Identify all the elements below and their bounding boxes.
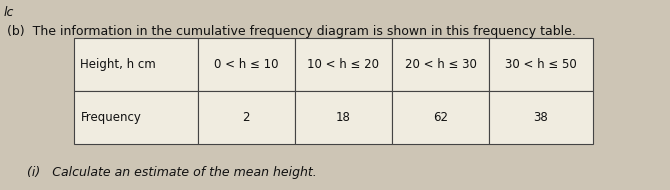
Text: (b)  The information in the cumulative frequency diagram is shown in this freque: (b) The information in the cumulative fr… (7, 25, 576, 38)
Text: 0 < h ≤ 10: 0 < h ≤ 10 (214, 58, 279, 71)
Text: 10 < h ≤ 20: 10 < h ≤ 20 (308, 58, 379, 71)
Text: 18: 18 (336, 111, 351, 124)
Text: Height, h cm: Height, h cm (80, 58, 156, 71)
Text: 62: 62 (433, 111, 448, 124)
Text: 20 < h ≤ 30: 20 < h ≤ 30 (405, 58, 476, 71)
Text: 2: 2 (243, 111, 250, 124)
Text: 38: 38 (533, 111, 549, 124)
Text: lc: lc (3, 6, 13, 19)
Text: (i)   Calculate an estimate of the mean height.: (i) Calculate an estimate of the mean he… (27, 166, 316, 179)
Text: Frequency: Frequency (80, 111, 141, 124)
Text: 30 < h ≤ 50: 30 < h ≤ 50 (505, 58, 577, 71)
